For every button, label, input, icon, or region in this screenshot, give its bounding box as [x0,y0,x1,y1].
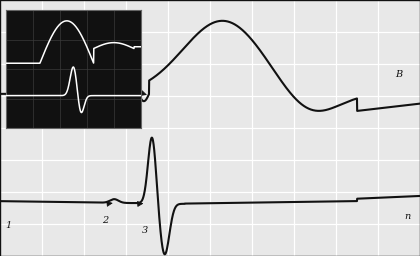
Text: 1: 1 [5,221,11,230]
Text: n: n [404,212,410,221]
Text: 2: 2 [102,216,108,225]
Text: B: B [396,70,403,79]
Text: 3: 3 [142,226,148,235]
